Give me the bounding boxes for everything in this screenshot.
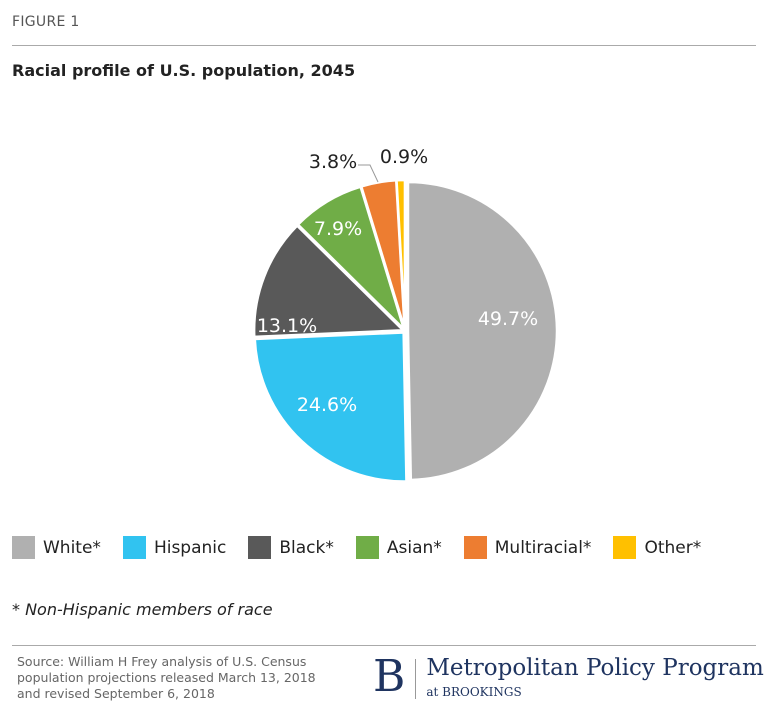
legend-label: Other* [644,537,702,558]
legend-item: Other* [613,536,701,559]
legend-swatch [122,536,146,559]
data-label: 3.8% [309,151,357,173]
legend-label: Black* [279,537,334,558]
legend-swatch [355,536,379,559]
pie-slice-other [395,178,407,330]
legend-label: Hispanic [153,537,227,558]
legend-label: White* [43,537,101,558]
legend-label: Asian* [386,537,442,558]
legend-swatch [12,536,35,559]
legend-swatch [463,536,487,559]
logo-name: Metropolitan Policy Program [426,655,764,681]
pie-chart: 49.7% 24.6% 13.1% 7.9% 3.8% 0.9% [252,146,559,483]
source-note: Source: William H Frey analysis of U.S. … [17,654,316,701]
chart-title: Racial profile of U.S. population, 2045 [12,61,356,80]
brookings-logo: B Metropolitan Policy Program at BROOKIN… [373,655,764,699]
pie-slice-white [406,180,559,482]
legend-label: Multiracial* [494,537,592,558]
logo-sub: at BROOKINGS [426,685,522,699]
figure-label: FIGURE 1 [12,14,80,30]
legend-item: Asian* [355,536,442,559]
top-divider [12,45,756,46]
logo-letter: B [373,651,406,702]
bottom-divider [12,645,756,646]
data-label: 7.9% [314,218,362,240]
logo-divider [415,659,417,699]
data-label: 13.1% [257,315,317,337]
legend-swatch [613,536,637,559]
data-label: 0.9% [380,146,428,168]
legend-item: Black* [248,536,334,559]
leader-line [358,164,379,183]
legend: White* Hispanic Black* Asian* Multiracial* Ot… [12,536,723,559]
data-label: 24.6% [297,394,357,416]
pie-slice-black [252,223,407,339]
footnote: * Non-Hispanic members of race [12,600,273,619]
legend-swatch [248,536,272,559]
legend-item: White* [12,536,101,559]
data-label: 49.7% [478,308,538,330]
legend-item: Hispanic [122,536,227,559]
legend-item: Multiracial* [463,536,592,559]
pie-slice-hispanic [253,331,408,483]
